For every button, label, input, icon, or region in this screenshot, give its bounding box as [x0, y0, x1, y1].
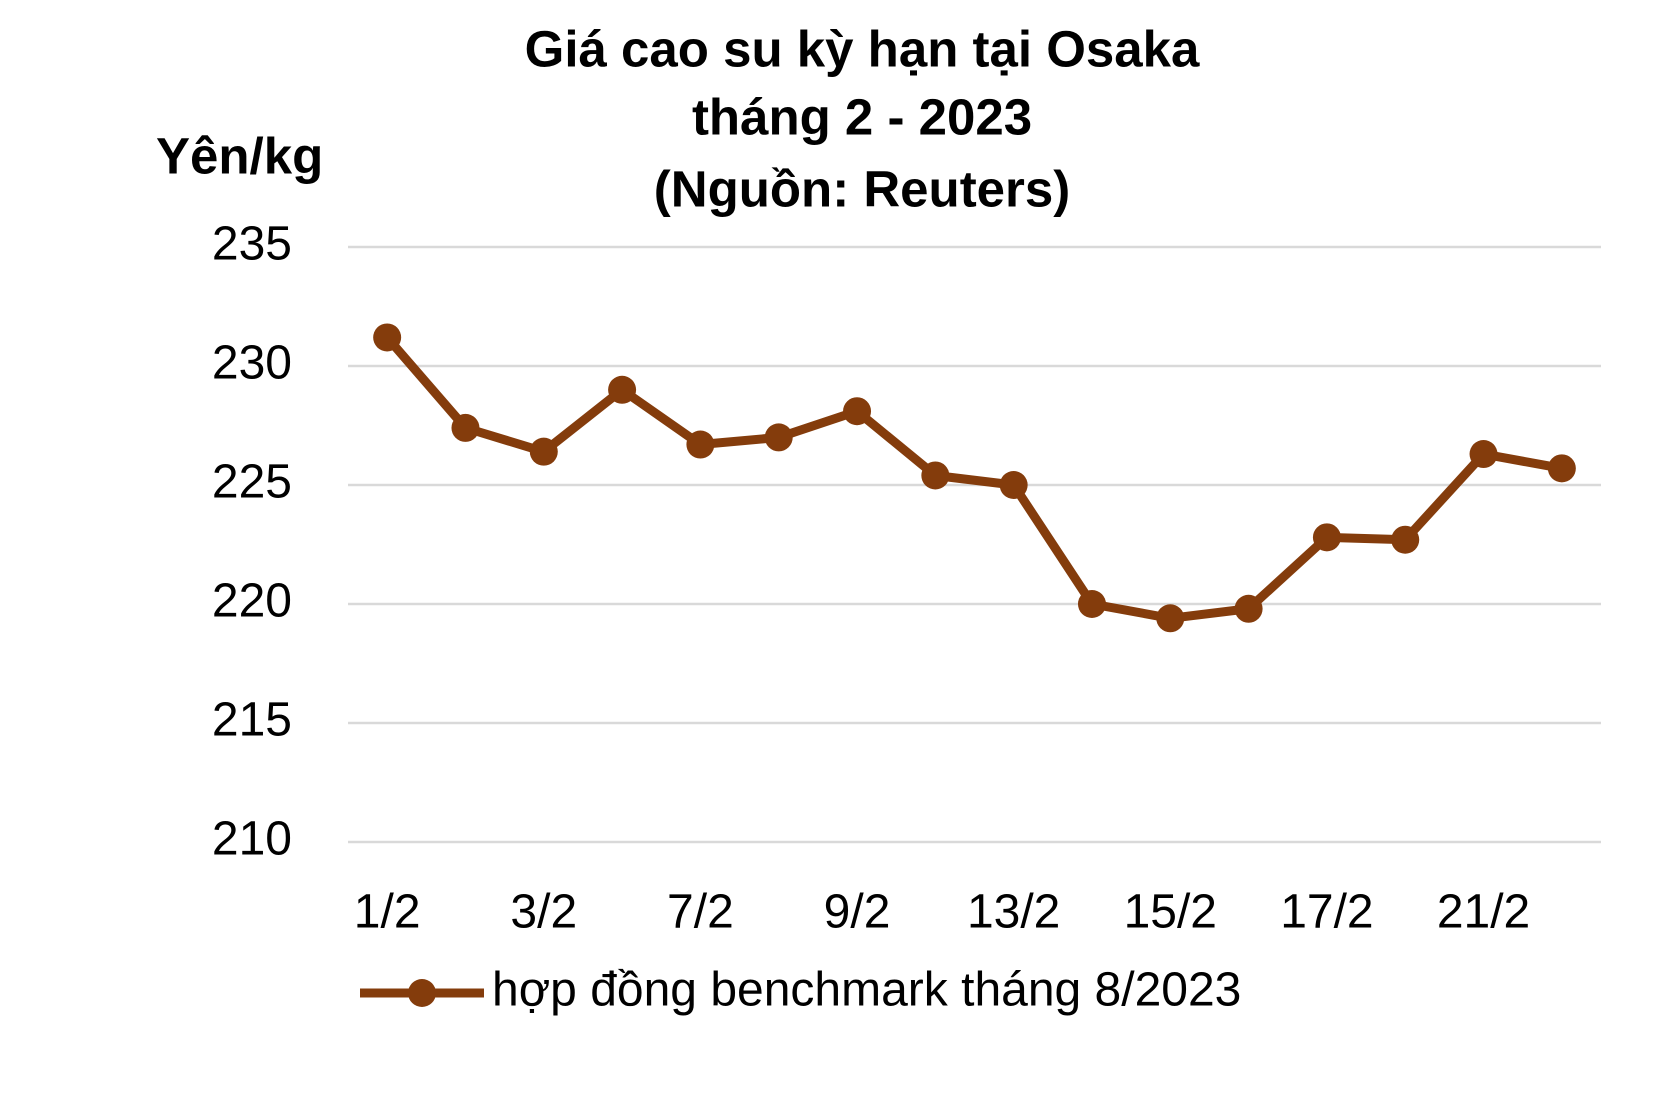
- marker: [999, 471, 1028, 499]
- marker: [1547, 454, 1576, 483]
- x-tick-label: 9/2: [824, 886, 891, 939]
- marker: [608, 375, 637, 404]
- marker: [686, 430, 715, 459]
- x-tick-label: 3/2: [510, 886, 577, 939]
- x-tick-label: 7/2: [667, 886, 734, 939]
- legend-marker: [408, 979, 436, 1007]
- y-tick-label: 230: [212, 337, 292, 390]
- marker: [1469, 440, 1498, 469]
- y-tick-label: 215: [212, 694, 292, 747]
- marker: [764, 423, 793, 452]
- marker: [1234, 594, 1263, 623]
- line: [383, 334, 1563, 623]
- marker: [921, 461, 950, 490]
- marker: [1077, 590, 1106, 618]
- marker: [1156, 604, 1185, 633]
- marker: [529, 437, 558, 466]
- chart-source: (Nguồn: Reuters): [654, 160, 1070, 217]
- chart-subtitle: tháng 2 - 2023: [692, 88, 1032, 145]
- legend-label: hợp đồng benchmark tháng 8/2023: [492, 964, 1241, 1017]
- x-tick-label: 15/2: [1124, 886, 1217, 939]
- x-tick-label: 17/2: [1280, 886, 1373, 939]
- y-tick-label: 235: [212, 218, 292, 271]
- marker: [373, 323, 402, 352]
- y-tick-label: 210: [212, 813, 292, 866]
- marker: [451, 413, 480, 442]
- marker: [1312, 523, 1341, 552]
- y-tick-label: 225: [212, 456, 292, 509]
- marker: [843, 397, 872, 426]
- marker: [1391, 525, 1420, 554]
- y-axis-label: Yên/kg: [156, 127, 323, 184]
- y-tick-label: 220: [212, 575, 292, 628]
- x-tick-label: 13/2: [967, 886, 1060, 939]
- x-tick-label: 1/2: [354, 886, 421, 939]
- x-tick-label: 21/2: [1437, 886, 1530, 939]
- chart-title: Giá cao su kỳ hạn tại Osaka: [525, 20, 1200, 77]
